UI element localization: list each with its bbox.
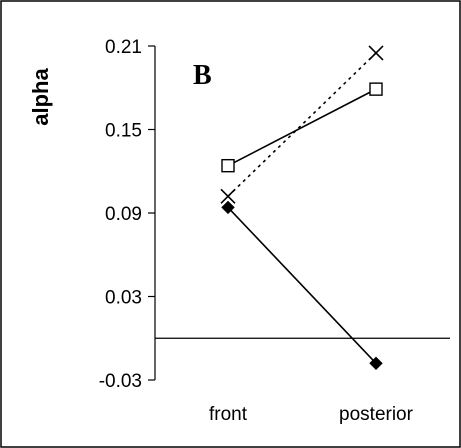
series-line: [227, 88, 377, 167]
data-point: [221, 158, 235, 173]
x-category-label: posterior: [339, 404, 414, 425]
series-square: [221, 82, 383, 173]
panel-label: B: [193, 60, 212, 91]
data-point: [221, 200, 235, 215]
y-tick-label: 0.09: [105, 204, 142, 225]
y-axis-label: alpha: [28, 68, 53, 126]
series-layer: [220, 45, 384, 371]
y-tick-label: -0.03: [99, 371, 142, 392]
data-point: [369, 356, 383, 371]
data-point: [220, 188, 236, 204]
x-category-label: front: [209, 404, 248, 425]
series-diamond: [221, 200, 383, 371]
data-point: [368, 45, 384, 61]
y-tick-label: 0.15: [105, 121, 142, 142]
x-axis-categories: front posterior: [209, 404, 414, 425]
y-tick-label: 0.03: [105, 288, 142, 309]
y-axis-ticks: -0.03 0.03 0.09 0.15 0.21: [99, 37, 155, 392]
series-x: [220, 45, 384, 204]
data-point: [369, 82, 383, 96]
series-line: [227, 206, 377, 364]
y-tick-label: 0.21: [105, 37, 142, 58]
